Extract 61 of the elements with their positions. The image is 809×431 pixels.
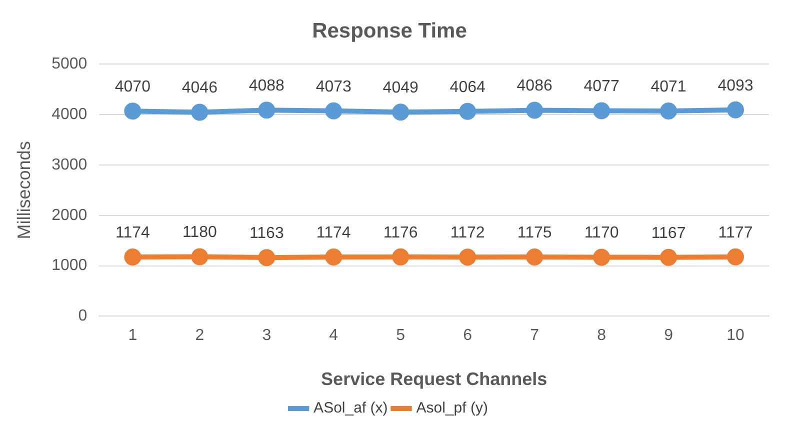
- data-label: 1163: [249, 224, 284, 242]
- point: [526, 248, 544, 266]
- data-label: 4086: [516, 78, 552, 95]
- data-label: 4071: [650, 78, 686, 96]
- y-tick-label: 3000: [52, 156, 88, 174]
- data-label: 1172: [450, 224, 485, 242]
- data-label: 1174: [316, 224, 351, 242]
- x-tick-label: 3: [262, 327, 272, 344]
- x-tick-label: 10: [726, 327, 745, 344]
- point: [727, 101, 744, 118]
- x-tick-label: 5: [396, 327, 406, 344]
- point: [258, 249, 276, 266]
- x-tick-label: 8: [597, 327, 606, 344]
- y-axis-title: Milliseconds: [14, 141, 34, 240]
- y-tick-label: 0: [78, 308, 88, 325]
- data-label: 1180: [182, 224, 217, 242]
- point: [124, 102, 142, 120]
- x-tick-label: 1: [128, 327, 138, 344]
- x-tick-label: 9: [664, 327, 674, 344]
- point: [325, 248, 342, 266]
- data-label: 4077: [584, 78, 620, 96]
- data-label: 1174: [115, 224, 150, 242]
- data-label: 1170: [584, 224, 619, 242]
- y-tick-label: 1000: [52, 257, 88, 274]
- point: [258, 102, 276, 119]
- point: [392, 248, 410, 266]
- x-tick-label: 7: [530, 327, 540, 344]
- data-label: 4073: [316, 78, 352, 96]
- y-tick-label: 4000: [52, 106, 88, 124]
- point: [660, 102, 678, 120]
- data-label: 4064: [450, 78, 486, 96]
- data-label: 4046: [182, 80, 218, 97]
- y-tick-label: 5000: [52, 56, 88, 73]
- point: [660, 248, 678, 266]
- data-label: 4088: [248, 78, 285, 95]
- point: [526, 102, 544, 119]
- data-label: 1177: [718, 224, 753, 242]
- chart-title: Response Time: [312, 19, 467, 42]
- point: [124, 248, 142, 266]
- data-label: 1176: [383, 224, 418, 242]
- point: [392, 104, 410, 121]
- point: [459, 248, 476, 266]
- y-tick-label: 2000: [52, 206, 88, 224]
- legend-label: Asol_pf (y): [416, 400, 488, 417]
- data-label: 4093: [718, 77, 754, 94]
- point: [191, 104, 208, 121]
- x-tick-label: 6: [463, 327, 472, 344]
- x-axis-title: Service Request Channels: [321, 369, 548, 390]
- x-tick-label: 2: [195, 327, 204, 344]
- point: [325, 102, 342, 120]
- point: [593, 102, 610, 120]
- data-label: 4070: [114, 78, 151, 96]
- legend-label: ASol_af (x): [314, 400, 388, 417]
- point: [727, 248, 744, 266]
- point: [593, 248, 610, 266]
- data-label: 4049: [382, 80, 419, 97]
- data-label: 1175: [517, 224, 552, 242]
- data-label: 1167: [651, 224, 686, 242]
- x-tick-label: 4: [329, 327, 338, 344]
- point: [459, 102, 476, 120]
- point: [191, 248, 208, 266]
